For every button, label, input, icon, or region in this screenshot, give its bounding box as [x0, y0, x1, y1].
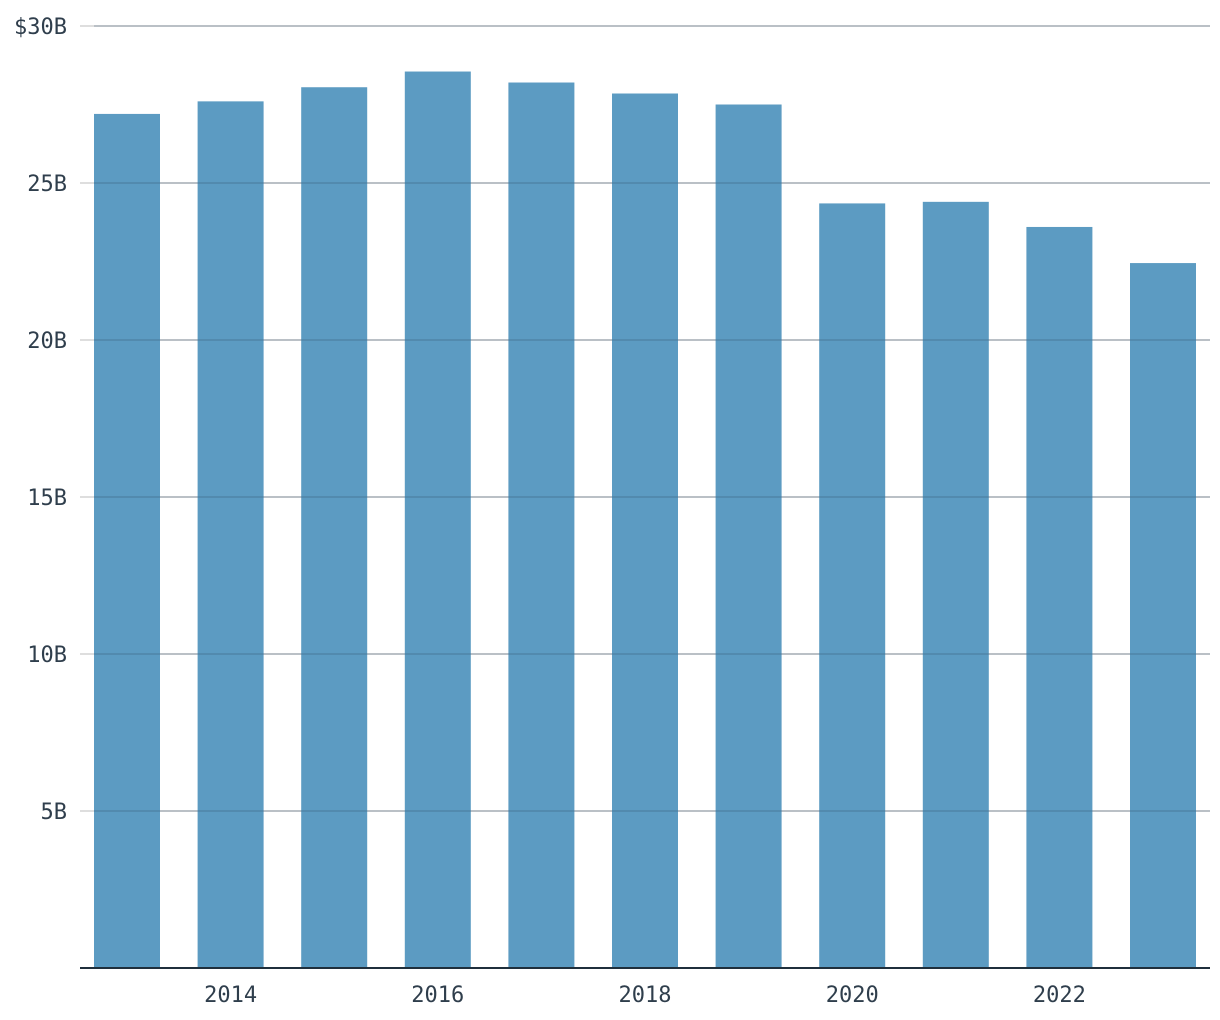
- y-tick-label: 10B: [27, 643, 67, 668]
- x-tick-label: 2018: [619, 983, 672, 1008]
- bar-2014: [197, 101, 264, 969]
- x-axis-labels: 2014 2016 2018 2020 2022: [204, 983, 1086, 1008]
- bar-2013: [94, 113, 160, 969]
- bar-2017: [508, 82, 575, 968]
- x-tick-label: 2016: [411, 983, 464, 1008]
- bar-2016: [404, 71, 471, 968]
- bar-2015: [301, 87, 368, 969]
- bar-2019: [715, 104, 782, 968]
- bar-2022: [1026, 226, 1093, 968]
- grid-lines-overlay: [94, 25, 1210, 812]
- x-tick-label: 2020: [826, 983, 879, 1008]
- bar-2018: [612, 93, 678, 968]
- bar-2020: [819, 203, 886, 968]
- bars: [94, 71, 1196, 969]
- y-tick-label: 20B: [27, 329, 67, 354]
- bar-2023: [1130, 263, 1196, 968]
- y-tick-label: 5B: [41, 800, 68, 825]
- y-tick-label: $30B: [14, 15, 67, 40]
- bar-2021: [922, 201, 989, 969]
- x-tick-label: 2014: [204, 983, 257, 1008]
- y-tick-label: 25B: [27, 172, 67, 197]
- y-axis-labels: 5B 10B 15B 20B 25B $30B: [14, 15, 67, 825]
- x-tick-label: 2022: [1033, 983, 1086, 1008]
- y-tick-label: 15B: [27, 486, 67, 511]
